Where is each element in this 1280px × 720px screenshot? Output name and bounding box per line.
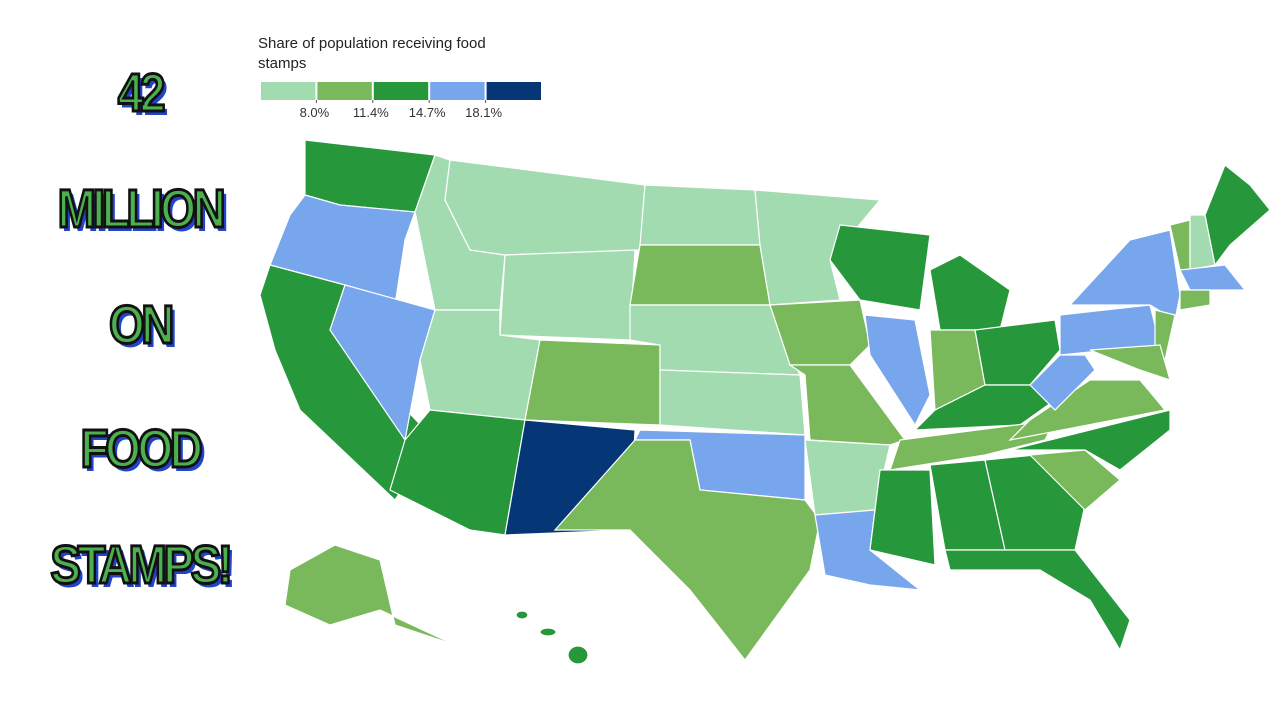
- legend-tick-label: 14.7%: [409, 105, 446, 120]
- state: [539, 627, 557, 637]
- state: [754, 189, 882, 306]
- state: [1089, 344, 1171, 381]
- state: [629, 244, 771, 306]
- state: [329, 284, 436, 442]
- state: [1068, 229, 1181, 321]
- state: [984, 454, 1086, 551]
- headline: STAMPS!: [49, 534, 234, 597]
- state: [1029, 354, 1096, 411]
- legend-tick-label: 18.1%: [465, 105, 502, 120]
- headline: ON: [108, 294, 176, 357]
- state: [659, 369, 806, 436]
- state: [1028, 449, 1121, 511]
- legend-tick-label: 8.0%: [300, 105, 330, 120]
- legend-swatch: [317, 82, 372, 100]
- legend-swatch: [373, 82, 429, 100]
- legend-title: Share of population receiving food stamp…: [258, 35, 486, 72]
- state: [769, 299, 871, 366]
- state: [974, 319, 1061, 386]
- headline: 42: [117, 62, 167, 125]
- state: [1009, 409, 1171, 471]
- state: [284, 544, 456, 646]
- state: [1204, 164, 1271, 267]
- state: [929, 254, 1011, 331]
- headline: MILLION: [56, 178, 227, 241]
- states: [259, 139, 1271, 665]
- headline: FOOD: [79, 418, 204, 481]
- state: [1179, 289, 1211, 311]
- state: [829, 224, 931, 311]
- state: [567, 645, 589, 665]
- state: [444, 159, 646, 256]
- legend-swatch: [486, 82, 541, 100]
- state: [524, 339, 661, 426]
- state: [864, 314, 931, 427]
- state: [944, 549, 1131, 652]
- state: [1008, 379, 1167, 441]
- state: [639, 184, 761, 246]
- legend-swatch: [430, 82, 485, 100]
- legend-tick-label: 11.4%: [353, 105, 389, 120]
- legend-swatch: [261, 82, 316, 100]
- state: [553, 439, 821, 661]
- state: [499, 249, 636, 341]
- state: [869, 469, 936, 566]
- state: [515, 610, 529, 620]
- state: [1179, 264, 1247, 291]
